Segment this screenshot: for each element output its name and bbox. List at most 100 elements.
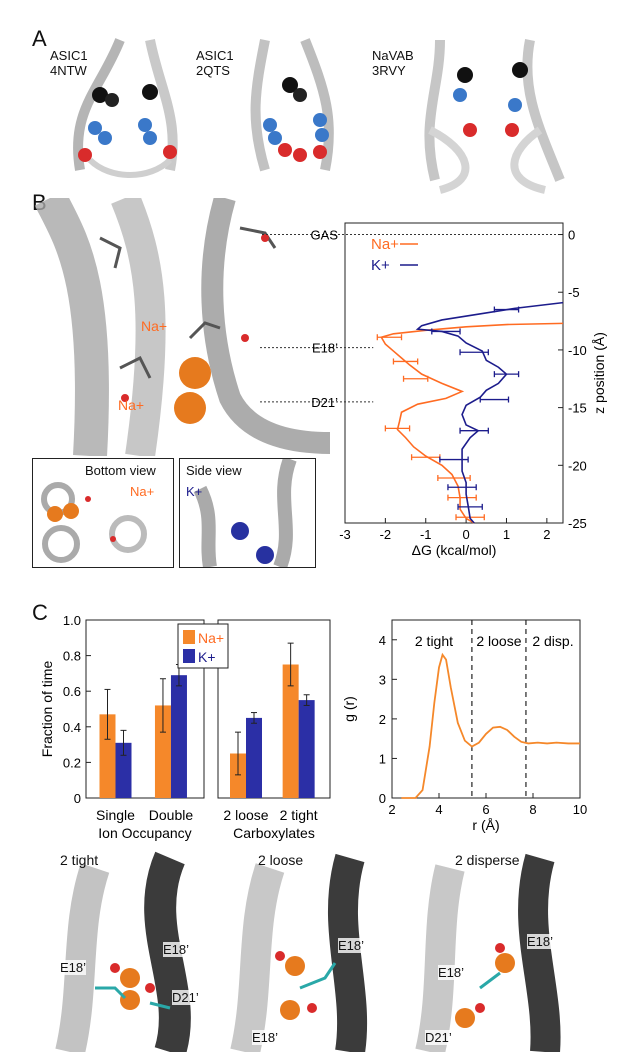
panel-c-letter: C xyxy=(32,600,48,625)
y-tick-label: 0.4 xyxy=(63,720,81,735)
group-label: Carboxylates xyxy=(233,825,315,841)
y-tick-label: -10 xyxy=(568,343,587,358)
snapshot-tight-label-1: E18’ xyxy=(60,960,87,975)
inset-side-image xyxy=(193,459,297,567)
y-tick-label: 3 xyxy=(379,672,386,687)
x-tick-label: 2 xyxy=(543,527,550,542)
snapshot-images xyxy=(55,851,561,1052)
series-na xyxy=(376,322,564,524)
group-sublabel: 2 tight xyxy=(280,807,318,823)
snapshot-loose-title: 2 loose xyxy=(258,852,304,868)
y-tick-label: -20 xyxy=(568,458,587,473)
snapshot-tight-title: 2 tight xyxy=(60,852,99,868)
bar-k xyxy=(246,717,262,798)
region-label: 2 loose xyxy=(476,633,521,649)
bar-na xyxy=(154,705,171,798)
x-tick-label: 2 xyxy=(388,802,395,817)
inset-bottom-view: Bottom view Na+ xyxy=(32,458,174,568)
x-tick-label: 1 xyxy=(503,527,510,542)
ion-label-bottom: Na+ xyxy=(118,397,145,413)
bar-k xyxy=(170,675,187,798)
region-label: 2 tight xyxy=(415,633,453,649)
y-axis-label: Fraction of time xyxy=(39,661,55,758)
ion-label-top: Na+ xyxy=(141,318,168,334)
snapshot-loose-label-1: E18’ xyxy=(338,938,365,953)
legend-label: K+ xyxy=(371,257,390,274)
y-tick-label: 0.8 xyxy=(63,649,81,664)
snapshot-tight-label-2: E18’ xyxy=(163,942,190,957)
occupancy-chart: 0 0.2 0.4 0.6 0.8 1.0 Fraction of time Single Do… xyxy=(39,613,331,841)
snapshot-loose-label-2: E18’ xyxy=(252,1030,279,1045)
x-tick-label: -2 xyxy=(380,527,392,542)
structure-label-2: ASIC1 2QTS xyxy=(196,48,234,78)
series-line xyxy=(380,322,564,524)
inset-bottom-title: Bottom view xyxy=(85,463,156,478)
structure-3-line2: 3RVY xyxy=(372,63,406,78)
reference-label: D21’ xyxy=(311,395,338,410)
legend-label: Na+ xyxy=(371,236,399,253)
y-tick-label: 4 xyxy=(379,633,386,648)
legend-swatch xyxy=(183,630,195,644)
series-line xyxy=(415,301,564,524)
group-sublabel: Double xyxy=(149,807,194,823)
y-tick-label: 0.6 xyxy=(63,684,81,699)
inset-side-view: Side view K+ xyxy=(179,458,316,568)
bar-k xyxy=(115,742,132,798)
rdf-line xyxy=(401,652,580,799)
panel-a-structures xyxy=(73,38,565,194)
bar-na xyxy=(99,714,116,798)
structure-2qts-image xyxy=(250,38,334,172)
x-tick-label: 6 xyxy=(482,802,489,817)
reference-label: E18’ xyxy=(312,341,338,356)
bar-na xyxy=(230,753,246,798)
snapshot-disperse-label-3: D21’ xyxy=(425,1030,452,1045)
snapshot-disperse-image xyxy=(415,853,561,1052)
panel-b-pore-image xyxy=(34,198,331,456)
structure-2-line1: ASIC1 xyxy=(196,48,234,63)
structure-4ntw-image xyxy=(73,38,178,178)
structure-label-1: ASIC1 4NTW xyxy=(50,48,88,78)
structure-3-line1: NaVAB xyxy=(372,48,414,63)
group-sublabel: 2 loose xyxy=(223,807,268,823)
panel-a-letter: A xyxy=(32,26,47,51)
group-sublabel: Single xyxy=(96,807,135,823)
bar-na xyxy=(282,664,299,798)
bar-k xyxy=(298,700,315,798)
x-tick-label: 8 xyxy=(529,802,536,817)
y-axis-label: z position (Å) xyxy=(591,332,607,414)
structure-1-line1: ASIC1 xyxy=(50,48,88,63)
x-axis-label: r (Å) xyxy=(472,817,499,833)
x-axis-label: ΔG (kcal/mol) xyxy=(412,542,497,558)
inset-side-title: Side view xyxy=(186,463,242,478)
snapshot-disperse-label-1: E18’ xyxy=(527,934,554,949)
x-tick-label: 0 xyxy=(462,527,469,542)
legend-swatch xyxy=(183,649,195,663)
structure-2-line2: 2QTS xyxy=(196,63,230,78)
x-tick-label: 10 xyxy=(573,802,587,817)
pmf-plot-frame xyxy=(344,222,564,524)
y-tick-label: 0 xyxy=(379,791,386,806)
structure-1-line2: 4NTW xyxy=(50,63,87,78)
y-tick-label: 2 xyxy=(379,712,386,727)
y-tick-label: 0.2 xyxy=(63,755,81,770)
inset-side-ion: K+ xyxy=(186,484,203,499)
y-tick-label: -15 xyxy=(568,401,587,416)
y-tick-label: -5 xyxy=(568,285,580,300)
y-tick-label: -25 xyxy=(568,516,587,531)
x-tick-label: -1 xyxy=(420,527,432,542)
y-tick-label: 1.0 xyxy=(63,613,81,628)
y-tick-label: 0 xyxy=(568,228,575,243)
structure-3rvy-image xyxy=(424,39,565,194)
legend-label: Na+ xyxy=(198,630,224,646)
snapshot-disperse-title: 2 disperse xyxy=(455,852,520,868)
occupancy-frame-2 xyxy=(217,619,331,799)
snapshot-tight-label-3: D21’ xyxy=(172,990,199,1005)
y-axis-label: g (r) xyxy=(341,696,357,722)
group-label: Ion Occupancy xyxy=(98,825,191,841)
y-tick-label: 1 xyxy=(379,751,386,766)
rdf-chart: 2 4 6 8 10 r (Å) 0 1 2 3 4 g (r) 2 tight 2 loose 2 dis… xyxy=(341,619,587,833)
snapshot-tight-image xyxy=(55,851,191,1052)
series-k xyxy=(415,301,564,524)
inset-bottom-image xyxy=(41,482,147,563)
